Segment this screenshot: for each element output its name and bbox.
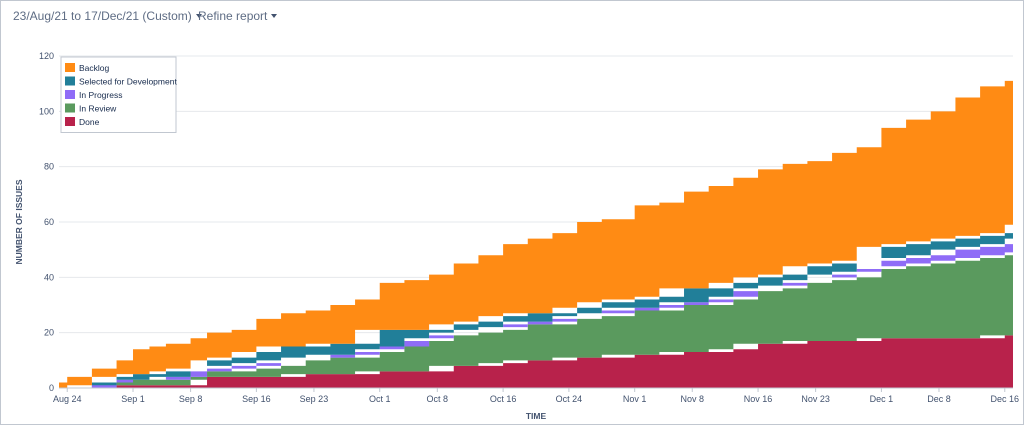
x-tick-label: Nov 1 bbox=[623, 394, 647, 404]
refine-report-label: Refine report bbox=[198, 9, 268, 23]
x-axis-ticks: Aug 24 Sep 1 Sep 8 Sep 16 Sep 23 Oct 1 Oct 8 Oc… bbox=[53, 388, 1019, 404]
legend-label: Selected for Development bbox=[79, 77, 177, 87]
legend-swatch bbox=[65, 76, 75, 86]
legend-label: Backlog bbox=[79, 63, 110, 73]
y-tick-label: 120 bbox=[39, 51, 54, 61]
y-tick-label: 20 bbox=[44, 328, 54, 338]
legend-label: In Progress bbox=[79, 90, 122, 100]
x-tick-label: Oct 16 bbox=[490, 394, 517, 404]
legend-box bbox=[60, 56, 177, 133]
date-range-label: 23/Aug/21 to 17/Dec/21 (Custom) bbox=[13, 9, 192, 23]
x-tick-label: Oct 24 bbox=[556, 394, 583, 404]
x-tick-label: Oct 8 bbox=[427, 394, 449, 404]
area-backlog bbox=[59, 69, 1013, 388]
area-in-review bbox=[59, 252, 1013, 388]
y-tick-label: 0 bbox=[49, 383, 54, 393]
x-tick-label: Nov 8 bbox=[681, 394, 705, 404]
chevron-down-icon bbox=[195, 14, 202, 18]
y-tick-label: 60 bbox=[44, 217, 54, 227]
legend-swatch bbox=[65, 63, 75, 72]
report-toolbar: 23/Aug/21 to 17/Dec/21 (Custom) Refine r… bbox=[1, 1, 1023, 31]
x-tick-label: Nov 16 bbox=[744, 394, 773, 404]
x-tick-label: Sep 23 bbox=[300, 394, 329, 404]
y-axis-title: NUMBER OF ISSUES bbox=[14, 179, 24, 264]
y-axis-ticks: 0 20 40 60 80 100 120 bbox=[39, 51, 54, 393]
refine-report-dropdown[interactable]: Refine report bbox=[198, 9, 278, 23]
legend-swatch bbox=[65, 90, 75, 99]
x-tick-label: Nov 23 bbox=[801, 394, 830, 404]
x-tick-label: Sep 8 bbox=[179, 394, 203, 404]
area-done bbox=[59, 335, 1013, 388]
y-tick-label: 100 bbox=[39, 106, 54, 116]
x-axis-title: TIME bbox=[526, 411, 547, 421]
x-tick-label: Oct 1 bbox=[369, 394, 391, 404]
legend-label: Done bbox=[79, 117, 100, 127]
y-tick-label: 80 bbox=[44, 162, 54, 172]
chevron-down-icon bbox=[271, 14, 278, 18]
x-tick-label: Dec 1 bbox=[870, 394, 894, 404]
x-tick-label: Sep 16 bbox=[242, 394, 271, 404]
legend-swatch bbox=[65, 117, 75, 126]
chart-legend: Backlog Selected for Development In Progre… bbox=[60, 56, 177, 133]
legend-swatch bbox=[65, 103, 75, 113]
y-tick-label: 40 bbox=[44, 272, 54, 282]
x-tick-label: Aug 24 bbox=[53, 394, 82, 404]
area-selected bbox=[59, 224, 1013, 388]
legend-label: In Review bbox=[79, 104, 117, 114]
stacked-areas bbox=[59, 69, 1013, 388]
date-range-dropdown[interactable]: 23/Aug/21 to 17/Dec/21 (Custom) bbox=[13, 9, 202, 23]
x-tick-label: Dec 8 bbox=[927, 394, 951, 404]
x-tick-label: Dec 16 bbox=[991, 394, 1020, 404]
x-tick-label: Sep 1 bbox=[121, 394, 145, 404]
